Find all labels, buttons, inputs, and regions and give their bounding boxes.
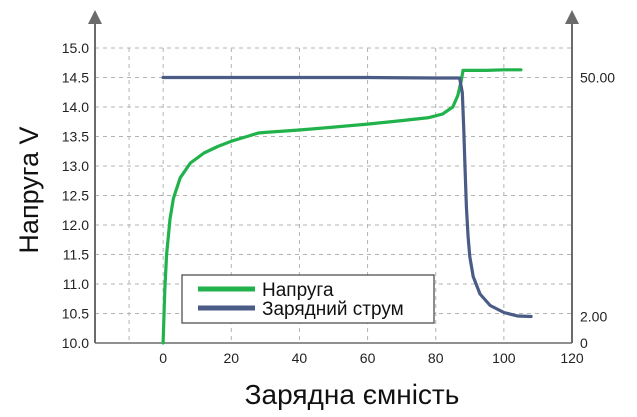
y-tick-label: 14.5: [62, 70, 89, 86]
legend-label-current: Зарядний струм: [262, 299, 404, 320]
y2-tick-label: 50.00: [580, 70, 615, 86]
x-tick-label: 100: [492, 350, 516, 366]
right-axis-arrow: [565, 10, 579, 24]
x-tick-label: 60: [360, 350, 376, 366]
y2-tick-labels: 0 2.00 50.00: [580, 70, 615, 352]
charging-current-line: [161, 75, 533, 319]
y-axis-title: Напруга V: [14, 126, 44, 253]
y-tick-label: 13.0: [62, 158, 89, 174]
y-tick-label: 11.0: [63, 276, 89, 292]
y-tick-label: 14.0: [62, 99, 89, 115]
y-tick-label: 11.5: [63, 247, 89, 263]
x-tick-label: 80: [428, 350, 444, 366]
legend-label-voltage: Напруга: [262, 280, 334, 301]
grid: [95, 47, 572, 344]
y-tick-label: 10.0: [62, 335, 89, 351]
axes: [88, 10, 579, 344]
x-tick-label: 20: [223, 350, 239, 366]
legend-box: [181, 274, 435, 324]
series-layer: [161, 68, 533, 345]
x-axis-title: Зарядна ємність: [245, 379, 460, 410]
y-tick-label: 10.5: [62, 306, 89, 322]
legend: Напруга Зарядний струм: [181, 274, 435, 324]
x-tick-label: 40: [292, 350, 308, 366]
y-tick-labels: 10.0 10.5 11.0 11.5 12.0 12.5 13.0 13.5 14.0 14.5…: [62, 40, 89, 351]
left-axis-arrow: [88, 10, 102, 24]
y2-tick-label: 0: [580, 335, 588, 351]
y-tick-label: 13.5: [62, 129, 89, 145]
x-tick-labels: 0 20 40 60 80 100 120: [159, 350, 584, 366]
x-tick-label: 0: [159, 350, 167, 366]
y-tick-label: 15.0: [62, 40, 89, 56]
y2-tick-label: 2.00: [580, 308, 607, 324]
voltage-line: [161, 68, 523, 345]
x-tick-label: 120: [560, 350, 584, 366]
y-tick-label: 12.0: [62, 217, 89, 233]
y-tick-label: 12.5: [62, 188, 89, 204]
